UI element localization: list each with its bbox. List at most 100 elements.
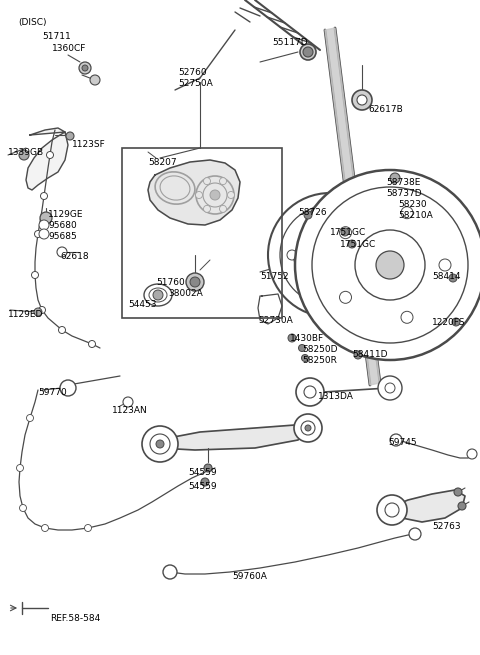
Circle shape: [41, 525, 48, 531]
Circle shape: [295, 170, 480, 360]
Ellipse shape: [144, 284, 172, 306]
Text: 52760: 52760: [178, 68, 206, 77]
Circle shape: [296, 378, 324, 406]
Circle shape: [304, 386, 316, 398]
Circle shape: [377, 495, 407, 525]
Text: 58726: 58726: [298, 208, 326, 217]
Ellipse shape: [203, 183, 227, 207]
Text: 52750A: 52750A: [178, 79, 213, 88]
Polygon shape: [148, 160, 240, 225]
Text: 58210A: 58210A: [398, 211, 433, 220]
Circle shape: [322, 247, 338, 263]
Circle shape: [306, 217, 316, 227]
Ellipse shape: [196, 176, 234, 214]
Circle shape: [385, 503, 399, 517]
Ellipse shape: [149, 288, 167, 302]
Text: 54559: 54559: [188, 482, 216, 491]
Circle shape: [452, 318, 460, 326]
Circle shape: [385, 383, 395, 393]
Circle shape: [390, 434, 402, 446]
Text: 51760: 51760: [156, 278, 185, 287]
Text: 1751GC: 1751GC: [340, 240, 376, 249]
Text: 1220FS: 1220FS: [432, 318, 466, 327]
Circle shape: [354, 351, 362, 359]
Text: 62617B: 62617B: [368, 105, 403, 114]
Circle shape: [439, 259, 451, 271]
Circle shape: [38, 307, 46, 314]
Circle shape: [82, 65, 88, 71]
Circle shape: [301, 354, 309, 362]
Text: 58250D: 58250D: [302, 345, 337, 354]
Text: 1339GB: 1339GB: [8, 148, 44, 157]
Circle shape: [20, 504, 26, 512]
Text: (DISC): (DISC): [18, 18, 47, 27]
Circle shape: [454, 488, 462, 496]
Circle shape: [66, 132, 74, 140]
Text: 58230: 58230: [398, 200, 427, 209]
Circle shape: [219, 206, 227, 212]
Circle shape: [84, 525, 92, 531]
Text: 58738E: 58738E: [386, 178, 420, 187]
Circle shape: [204, 178, 211, 185]
Ellipse shape: [210, 190, 220, 200]
Circle shape: [268, 193, 392, 317]
Circle shape: [40, 193, 48, 200]
Circle shape: [303, 47, 313, 57]
Ellipse shape: [160, 176, 190, 200]
Text: 58250R: 58250R: [302, 356, 337, 365]
Circle shape: [306, 283, 316, 293]
Circle shape: [57, 247, 67, 257]
Circle shape: [294, 256, 302, 264]
Circle shape: [288, 334, 296, 342]
Polygon shape: [325, 28, 380, 385]
Text: 1123AN: 1123AN: [112, 406, 148, 415]
Circle shape: [204, 206, 211, 212]
Circle shape: [90, 75, 100, 85]
Circle shape: [348, 240, 356, 248]
Text: 54559: 54559: [188, 468, 216, 477]
Circle shape: [344, 283, 354, 293]
Circle shape: [344, 217, 354, 227]
Circle shape: [219, 178, 227, 185]
Circle shape: [390, 173, 400, 183]
Circle shape: [299, 345, 305, 352]
Circle shape: [26, 415, 34, 422]
Polygon shape: [428, 218, 462, 290]
Text: 58411D: 58411D: [352, 350, 387, 359]
Text: 52763: 52763: [432, 522, 461, 531]
Text: 59760A: 59760A: [232, 572, 267, 581]
Text: 1123SF: 1123SF: [72, 140, 106, 149]
Text: 1751GC: 1751GC: [330, 228, 366, 237]
Text: 58414: 58414: [432, 272, 460, 281]
Circle shape: [339, 291, 351, 303]
Circle shape: [156, 440, 164, 448]
Polygon shape: [388, 490, 465, 522]
Circle shape: [363, 250, 373, 260]
Circle shape: [190, 277, 200, 287]
Text: 52730A: 52730A: [258, 316, 293, 325]
Circle shape: [287, 250, 297, 260]
Circle shape: [34, 308, 42, 316]
Circle shape: [153, 290, 163, 300]
Circle shape: [378, 376, 402, 400]
Circle shape: [204, 464, 212, 472]
Circle shape: [32, 272, 38, 278]
Circle shape: [47, 151, 53, 159]
Text: 59770: 59770: [38, 388, 67, 397]
Text: 51711: 51711: [42, 32, 71, 41]
Circle shape: [280, 205, 380, 305]
Text: 95685: 95685: [48, 232, 77, 241]
Text: 58207: 58207: [148, 158, 177, 167]
Circle shape: [39, 229, 49, 239]
Circle shape: [195, 191, 203, 198]
Text: 1313DA: 1313DA: [318, 392, 354, 401]
Circle shape: [458, 502, 466, 510]
Circle shape: [294, 414, 322, 442]
Circle shape: [60, 380, 76, 396]
Circle shape: [79, 62, 91, 74]
Circle shape: [201, 478, 209, 486]
Circle shape: [341, 228, 349, 236]
Text: 54453: 54453: [128, 300, 156, 309]
Text: 1430BF: 1430BF: [290, 334, 324, 343]
Circle shape: [339, 227, 351, 238]
